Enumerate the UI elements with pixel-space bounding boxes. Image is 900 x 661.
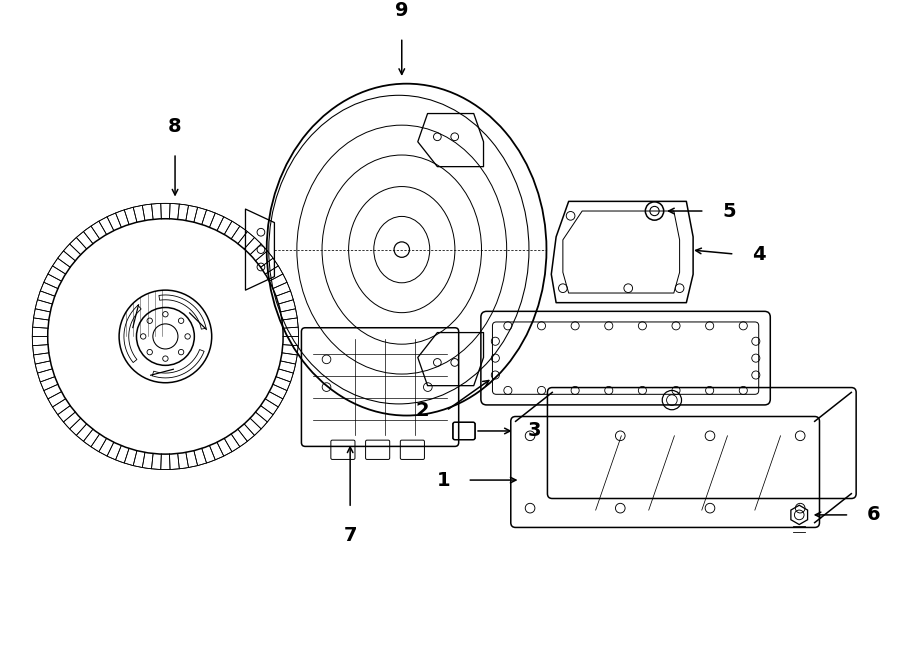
Text: 6: 6	[867, 506, 880, 524]
Text: 9: 9	[395, 1, 409, 20]
Text: 5: 5	[722, 202, 735, 221]
Text: 4: 4	[752, 245, 766, 264]
Text: 1: 1	[436, 471, 450, 490]
Text: 7: 7	[344, 525, 357, 545]
Text: 3: 3	[528, 422, 542, 440]
Text: 8: 8	[168, 117, 182, 136]
Text: 2: 2	[415, 401, 428, 420]
